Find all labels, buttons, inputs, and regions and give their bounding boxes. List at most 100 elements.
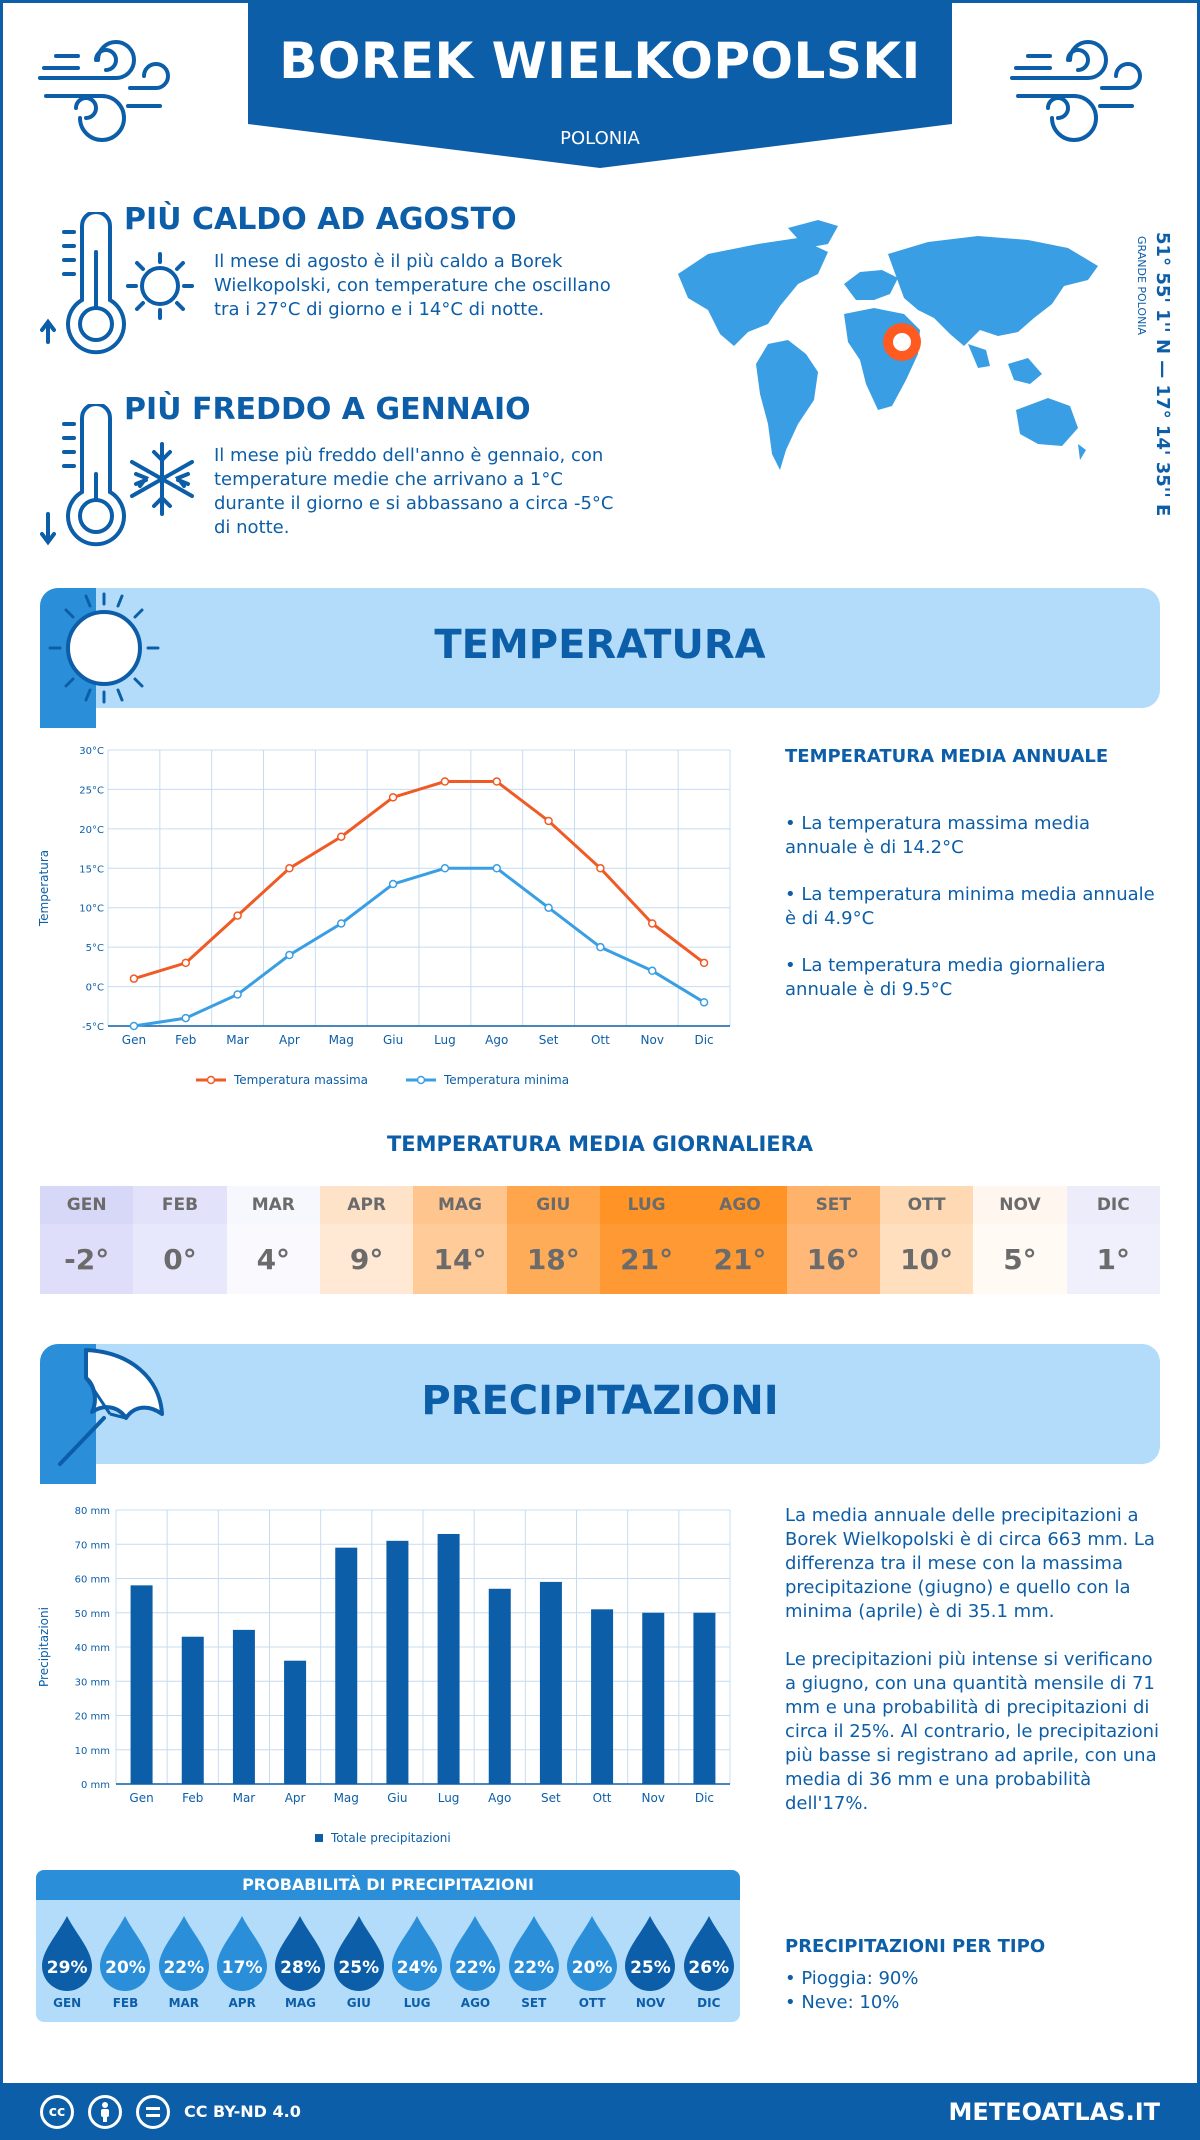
x-tick-label: Ago xyxy=(485,1033,508,1047)
x-tick-label: Giu xyxy=(387,1791,407,1805)
daily-month-label: DIC xyxy=(1066,1186,1160,1224)
data-point xyxy=(129,974,139,983)
data-point xyxy=(181,1013,190,1023)
x-tick-label: Lug xyxy=(434,1033,456,1047)
wind-icon xyxy=(38,40,170,142)
probability-month: NOV xyxy=(635,1996,666,2010)
raindrop-icon xyxy=(333,1916,384,1991)
y-tick-label: 60 mm xyxy=(75,1575,110,1586)
annual-mean-item: • La temperatura media giornaliera annual… xyxy=(785,955,1106,1000)
daily-cell: FEB 0° xyxy=(133,1186,227,1294)
raindrop-icon xyxy=(100,1916,151,1991)
data-point xyxy=(544,903,553,912)
daily-temp-title: TEMPERATURA MEDIA GIORNALIERA xyxy=(386,1132,814,1156)
data-point xyxy=(337,919,346,928)
y-tick-label: 80 mm xyxy=(75,1506,110,1517)
y-tick-label: 15°C xyxy=(79,864,104,875)
raindrop-icon xyxy=(42,1916,93,1991)
probability-month: LUG xyxy=(403,1996,431,2010)
precipitation-probability: PROBABILITÀ DI PRECIPITAZIONI 29% GEN 20% F… xyxy=(36,1870,740,2022)
data-point xyxy=(648,966,657,976)
x-tick-label: Ott xyxy=(591,1033,610,1047)
daily-temp-value: 14° xyxy=(413,1224,507,1294)
daily-month-label: AGO xyxy=(693,1186,787,1224)
series-line-max xyxy=(133,780,705,981)
precip-bar xyxy=(284,1660,307,1784)
x-tick-label: Set xyxy=(541,1791,561,1805)
x-tick-label: Gen xyxy=(129,1791,153,1805)
daily-temp-value: 16° xyxy=(786,1224,880,1294)
header-banner xyxy=(248,0,952,168)
data-point xyxy=(492,777,501,786)
data-point xyxy=(492,864,501,873)
data-point xyxy=(233,911,242,920)
daily-month-label: GIU xyxy=(506,1186,600,1224)
hottest-text: Il mese di agosto è il più caldo a Borek… xyxy=(214,251,611,320)
precip-bar xyxy=(437,1533,460,1784)
x-tick-label: Gen xyxy=(122,1033,146,1047)
raindrop-icon xyxy=(450,1916,501,1991)
probability-month: DIC xyxy=(697,1996,721,2010)
x-tick-label: Feb xyxy=(182,1791,203,1805)
probability-value: 20% xyxy=(105,1958,146,1978)
legend-marker xyxy=(206,1075,216,1085)
rain-share: • Pioggia: 90% xyxy=(785,1968,919,1989)
coordinates: 51° 55' 1'' N — 17° 14' 35'' E xyxy=(1152,232,1173,517)
probability-month: APR xyxy=(228,1996,256,2010)
data-point xyxy=(233,990,242,999)
probability-value: 22% xyxy=(163,1958,205,1978)
y-tick-label: 0°C xyxy=(86,983,104,994)
precipitation-paragraph-1: La media annuale delle precipitazioni a … xyxy=(785,1505,1155,1622)
precip-type-title: PRECIPITAZIONI PER TIPO xyxy=(785,1936,1046,1957)
legend-swatch xyxy=(315,1834,323,1842)
x-tick-label: Ago xyxy=(488,1791,511,1805)
cc-icon: cc xyxy=(40,2095,74,2129)
legend-label: Temperatura minima xyxy=(443,1073,569,1087)
precip-bar xyxy=(335,1547,358,1784)
y-tick-label: 20°C xyxy=(79,825,104,836)
annual-max-item: • La temperatura massima media annuale è … xyxy=(785,813,1091,858)
precip-bar xyxy=(386,1540,409,1784)
x-tick-label: Nov xyxy=(642,1791,665,1805)
probability-value: 22% xyxy=(455,1958,496,1978)
y-tick-label: 25°C xyxy=(79,785,104,796)
probability-title: PROBABILITÀ DI PRECIPITAZIONI xyxy=(36,1870,740,1900)
data-point xyxy=(440,777,450,786)
brand-link[interactable]: METEOATLAS.IT xyxy=(948,2098,1160,2126)
hottest-title: PIÙ CALDO AD AGOSTO xyxy=(124,202,517,237)
precip-bar xyxy=(130,1585,153,1784)
data-point xyxy=(440,864,450,873)
daily-month-label: APR xyxy=(319,1186,414,1224)
y-tick-label: 10°C xyxy=(79,904,104,915)
y-tick-label: 70 mm xyxy=(75,1540,110,1551)
probability-month: FEB xyxy=(112,1996,139,2010)
country-label: POLONIA xyxy=(560,128,640,149)
precip-type-list: • Pioggia: 90% • Neve: 10% xyxy=(785,1967,919,2015)
daily-temp-table: GEN -2° FEB 0° MAR 4° APR 9° MAG 14° GIU 18° LUG 21° A… xyxy=(40,1186,1160,1294)
data-point xyxy=(181,958,190,968)
daily-temp-value: 10° xyxy=(879,1224,974,1294)
y-tick-label: 10 mm xyxy=(75,1746,110,1757)
y-tick-label: 5°C xyxy=(86,943,104,954)
x-tick-label: Set xyxy=(539,1033,559,1047)
daily-month-label: NOV xyxy=(973,1186,1067,1224)
daily-cell: DIC 1° xyxy=(1066,1186,1160,1294)
x-tick-label: Dic xyxy=(695,1791,714,1805)
daily-temp-value: 21° xyxy=(599,1224,694,1294)
raindrop-icon xyxy=(158,1916,209,1991)
probability-value: 26% xyxy=(688,1958,730,1978)
wind-icon-right xyxy=(1010,40,1142,142)
probability-value: 29% xyxy=(46,1958,88,1978)
legend-label: Totale precipitazioni xyxy=(330,1831,451,1845)
raindrop-icon xyxy=(275,1916,326,1991)
daily-cell: APR 9° xyxy=(319,1186,414,1294)
daily-month-label: OTT xyxy=(879,1186,974,1224)
page-title: BOREK WIELKOPOLSKI xyxy=(279,32,921,90)
precipitation-title: PRECIPITAZIONI xyxy=(421,1378,779,1424)
daily-cell: LUG 21° xyxy=(599,1186,694,1294)
precip-bar xyxy=(181,1636,204,1784)
probability-value: 17% xyxy=(221,1958,263,1978)
precip-bar xyxy=(591,1609,614,1784)
attribution-icon xyxy=(88,2095,122,2129)
daily-temp-value: -2° xyxy=(40,1224,134,1294)
